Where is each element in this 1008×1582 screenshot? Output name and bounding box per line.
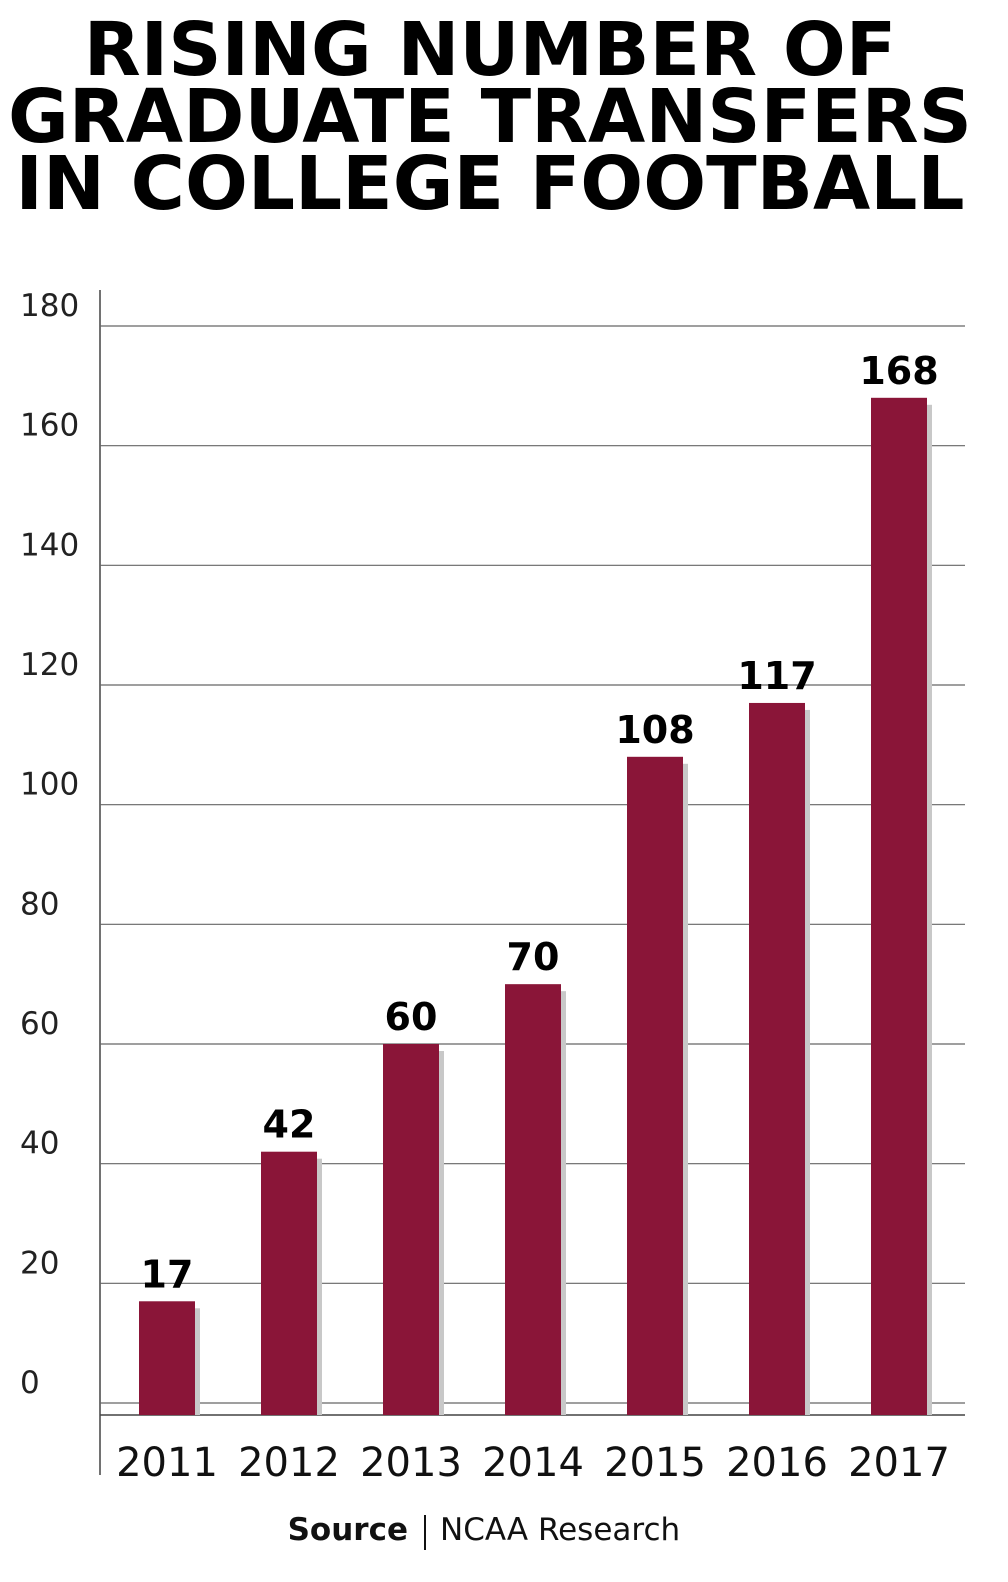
bar: [505, 984, 561, 1415]
chart-title: GRADUATE TRANSFERS: [8, 74, 972, 160]
y-tick-label: 20: [20, 1245, 59, 1281]
y-tick-label: 160: [20, 408, 79, 444]
bar: [261, 1151, 317, 1415]
bar: [749, 702, 805, 1415]
y-tick-label: 140: [20, 527, 79, 563]
value-label: 42: [263, 1103, 316, 1147]
y-tick-label: 100: [20, 767, 79, 803]
x-tick-label: 2011: [116, 1440, 218, 1486]
value-label: 108: [615, 708, 694, 752]
x-tick-label: 2014: [482, 1440, 584, 1486]
y-tick-label: 80: [20, 886, 59, 922]
y-tick-label: 0: [20, 1365, 40, 1401]
y-tick-label: 40: [20, 1126, 59, 1162]
source-label: Source: [288, 1512, 408, 1548]
x-tick-label: 2016: [726, 1440, 828, 1486]
bar: [871, 397, 927, 1415]
x-tick-label: 2013: [360, 1440, 462, 1486]
y-tick-label: 60: [20, 1006, 59, 1042]
x-tick-label: 2012: [238, 1440, 340, 1486]
y-tick-label: 180: [20, 288, 79, 324]
value-label: 17: [141, 1252, 194, 1296]
bar: [383, 1044, 439, 1415]
chart-title: RISING NUMBER OF: [84, 7, 897, 93]
x-tick-label: 2015: [604, 1440, 706, 1486]
bar: [139, 1301, 195, 1415]
chart-title: IN COLLEGE FOOTBALL: [15, 141, 964, 227]
y-tick-label: 120: [20, 647, 79, 683]
x-tick-label: 2017: [848, 1440, 950, 1486]
value-label: 60: [385, 995, 438, 1039]
value-label: 117: [737, 654, 816, 698]
value-label: 168: [859, 349, 938, 393]
value-label: 70: [507, 935, 560, 979]
source: NCAA Research: [440, 1512, 680, 1548]
bar: [627, 756, 683, 1415]
